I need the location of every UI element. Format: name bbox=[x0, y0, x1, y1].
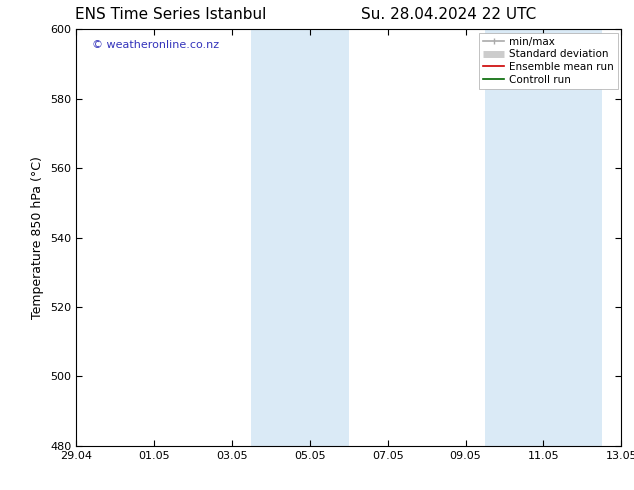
Bar bbox=[485, 29, 602, 446]
Y-axis label: Temperature 850 hPa (°C): Temperature 850 hPa (°C) bbox=[32, 156, 44, 319]
Bar bbox=[251, 29, 349, 446]
Legend: min/max, Standard deviation, Ensemble mean run, Controll run: min/max, Standard deviation, Ensemble me… bbox=[479, 32, 618, 89]
Text: © weatheronline.co.nz: © weatheronline.co.nz bbox=[93, 40, 219, 50]
Text: Su. 28.04.2024 22 UTC: Su. 28.04.2024 22 UTC bbox=[361, 7, 536, 23]
Text: ENS Time Series Istanbul: ENS Time Series Istanbul bbox=[75, 7, 266, 23]
